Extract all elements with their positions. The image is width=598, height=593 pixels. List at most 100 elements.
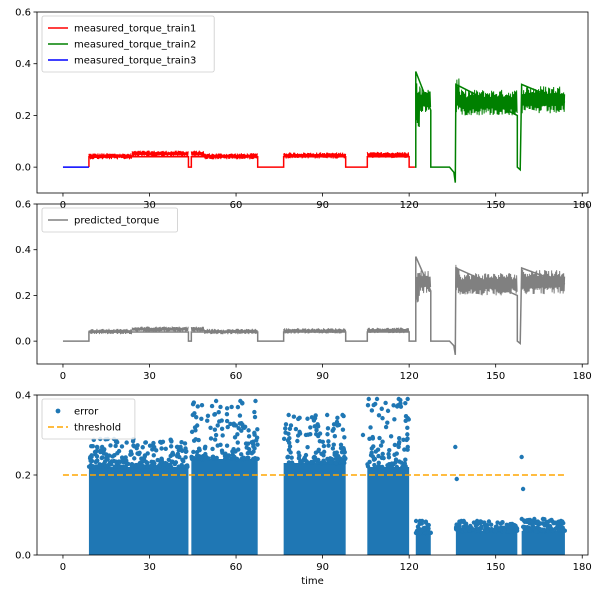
error-point <box>547 518 553 523</box>
series-line <box>62 256 566 355</box>
error-point <box>293 426 299 432</box>
y-tick-label: 0.6 <box>15 200 31 211</box>
x-tick-label: 0 <box>60 371 66 382</box>
x-tick-label: 180 <box>573 371 592 382</box>
error-point <box>417 530 423 536</box>
error-point <box>289 455 294 460</box>
error-point <box>494 524 499 529</box>
y-tick-label: 0.4 <box>15 245 31 256</box>
error-point <box>295 433 301 438</box>
error-point <box>394 464 400 470</box>
error-point <box>132 456 137 461</box>
error-point <box>224 443 230 448</box>
error-point <box>233 423 239 428</box>
error-point <box>541 527 547 533</box>
error-point <box>401 464 406 470</box>
error-point <box>389 464 394 470</box>
error-point <box>255 427 260 432</box>
series-noise-band <box>131 326 189 333</box>
error-point <box>208 425 213 430</box>
error-point <box>339 459 345 464</box>
series-noise-band <box>521 86 566 114</box>
y-tick-label: 0.4 <box>15 391 31 402</box>
error-point <box>168 444 174 449</box>
error-point <box>123 464 128 470</box>
error-point <box>380 451 385 457</box>
error-point <box>150 447 155 452</box>
error-point <box>287 426 293 431</box>
series-noise-band <box>366 327 410 334</box>
error-point <box>231 446 236 452</box>
error-point <box>374 396 380 402</box>
error-point <box>484 528 490 534</box>
error-point-cluster <box>88 467 189 555</box>
error-point-cluster <box>521 531 565 555</box>
error-point <box>402 447 407 452</box>
error-point <box>454 523 460 528</box>
error-point <box>155 457 160 463</box>
error-point <box>338 442 344 447</box>
error-point <box>314 427 319 433</box>
error-point <box>283 422 289 427</box>
series-noise-band <box>459 273 518 296</box>
error-point <box>295 438 300 444</box>
error-point <box>238 398 243 404</box>
y-tick-label: 0.2 <box>15 291 31 302</box>
error-point <box>341 448 346 453</box>
error-point <box>502 528 507 533</box>
error-point <box>367 436 372 442</box>
error-point <box>393 460 398 465</box>
error-point <box>417 518 423 524</box>
error-point <box>194 453 200 458</box>
error-point <box>369 408 375 413</box>
error-point <box>98 448 104 453</box>
error-point <box>235 404 241 410</box>
y-tick-label: 0.0 <box>15 163 31 174</box>
error-point <box>219 448 225 453</box>
error-point <box>88 458 93 464</box>
error-point <box>247 450 252 455</box>
error-point <box>152 461 157 466</box>
error-point <box>159 456 164 461</box>
error-point <box>305 444 310 450</box>
x-tick-label: 150 <box>486 200 505 211</box>
legend-box <box>41 398 136 440</box>
y-tick-label: 0.0 <box>15 337 31 348</box>
error-point <box>169 439 174 444</box>
series-noise-band <box>283 328 347 334</box>
error-point <box>489 526 494 532</box>
error-point <box>232 435 238 440</box>
error-point <box>311 418 317 423</box>
error-point <box>540 516 546 522</box>
error-point <box>387 447 392 453</box>
error-point <box>137 450 142 456</box>
error-point <box>373 449 379 454</box>
error-point <box>403 400 408 406</box>
error-point <box>334 419 340 425</box>
x-tick-label: 60 <box>230 371 243 382</box>
error-point <box>178 446 184 452</box>
plot-area <box>62 256 566 355</box>
error-point <box>286 412 291 418</box>
error-point <box>397 439 402 445</box>
error-point <box>328 460 334 465</box>
error-point <box>212 456 218 461</box>
error-point <box>297 429 302 435</box>
error-point <box>192 425 198 430</box>
error-point <box>372 462 377 468</box>
error-point <box>159 446 164 451</box>
error-point <box>380 439 385 444</box>
error-point <box>527 527 533 532</box>
error-point <box>124 458 129 463</box>
error-point <box>142 454 147 459</box>
error-point <box>548 526 554 531</box>
error-point <box>316 433 321 439</box>
error-point <box>406 417 411 422</box>
error-point <box>391 403 396 408</box>
error-point <box>144 459 149 465</box>
error-point <box>218 404 223 410</box>
error-point <box>147 443 153 448</box>
error-point <box>89 444 94 449</box>
error-point <box>385 420 390 425</box>
error-point <box>208 436 214 441</box>
